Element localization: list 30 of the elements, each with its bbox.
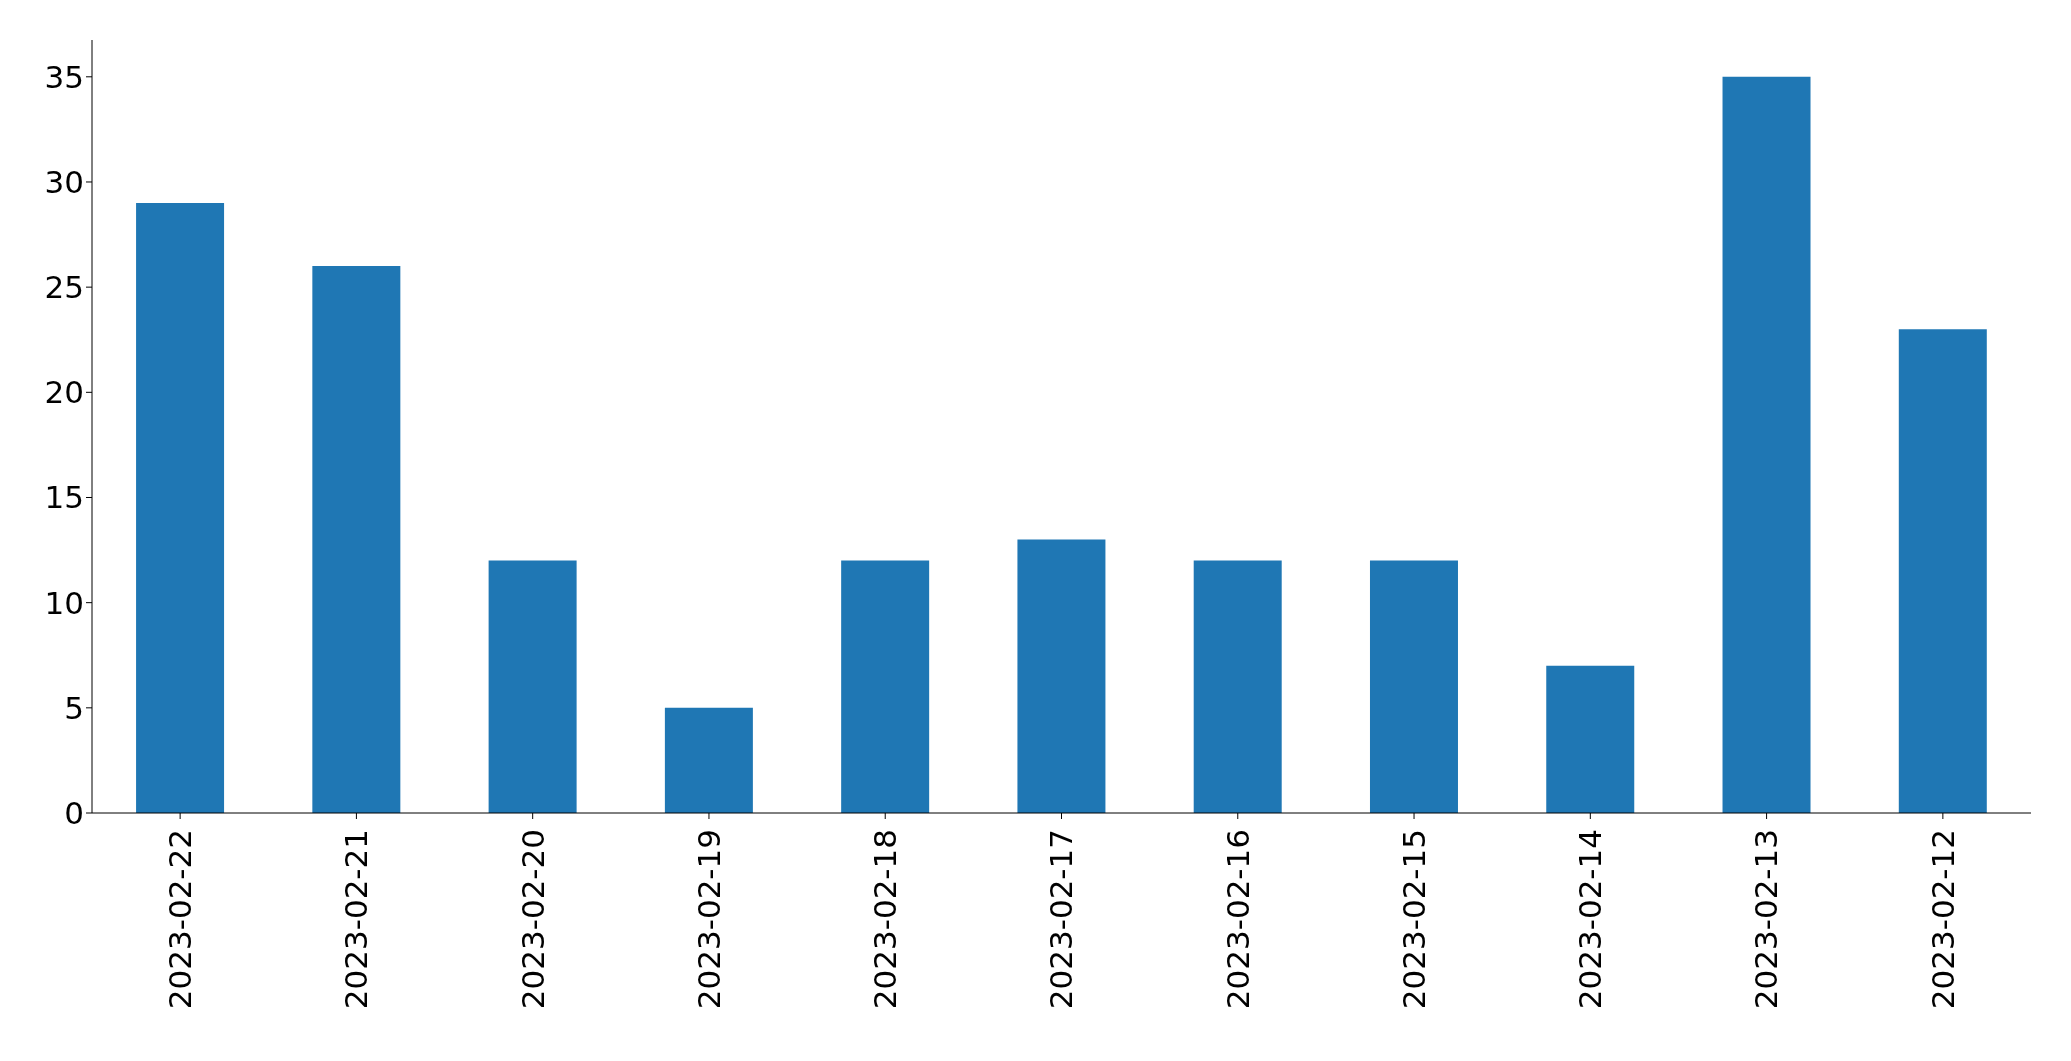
bar bbox=[312, 266, 401, 813]
bar bbox=[1193, 560, 1282, 813]
bar bbox=[1898, 329, 1987, 813]
y-tick-label: 10 bbox=[44, 584, 84, 621]
y-tick-label: 15 bbox=[44, 479, 84, 516]
x-tick-label: 2023-02-19 bbox=[690, 829, 727, 1010]
x-tick-label: 2023-02-22 bbox=[161, 829, 198, 1010]
x-tick-label: 2023-02-18 bbox=[867, 829, 904, 1010]
bar bbox=[664, 707, 753, 813]
bar bbox=[841, 560, 930, 813]
y-tick-label: 30 bbox=[44, 163, 84, 200]
x-tick-label: 2023-02-14 bbox=[1572, 829, 1609, 1010]
x-tick-label: 2023-02-16 bbox=[1219, 829, 1256, 1010]
bar bbox=[1546, 665, 1635, 813]
x-tick-label: 2023-02-20 bbox=[514, 829, 551, 1010]
bar bbox=[136, 203, 225, 813]
x-tick-label: 2023-02-21 bbox=[338, 829, 375, 1010]
bar bbox=[488, 560, 577, 813]
y-tick-label: 25 bbox=[44, 269, 84, 306]
x-tick-label: 2023-02-13 bbox=[1748, 829, 1785, 1010]
bar bbox=[1017, 539, 1106, 813]
y-tick-label: 35 bbox=[44, 58, 84, 95]
bar bbox=[1722, 76, 1811, 813]
y-tick-label: 0 bbox=[64, 795, 84, 832]
x-tick-label: 2023-02-17 bbox=[1043, 829, 1080, 1010]
y-tick-label: 5 bbox=[64, 689, 84, 726]
x-tick-label: 2023-02-15 bbox=[1395, 829, 1432, 1010]
y-tick-label: 20 bbox=[44, 374, 84, 411]
x-tick-label: 2023-02-12 bbox=[1924, 829, 1961, 1010]
bar bbox=[1369, 560, 1458, 813]
